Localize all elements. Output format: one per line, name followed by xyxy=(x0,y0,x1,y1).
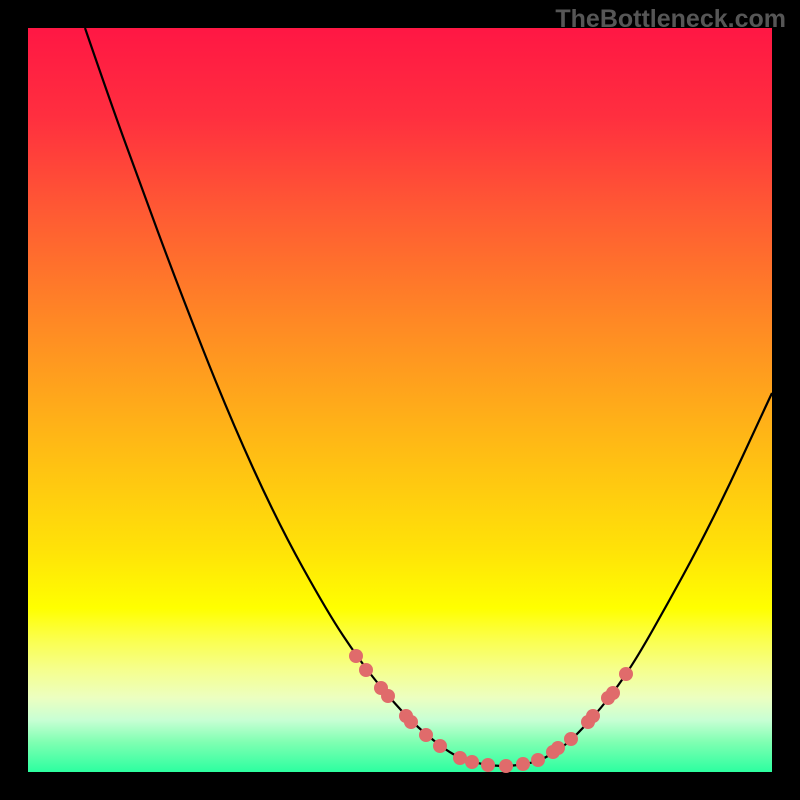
data-point xyxy=(531,753,545,767)
data-point xyxy=(606,686,620,700)
data-point xyxy=(381,689,395,703)
data-point xyxy=(349,649,363,663)
data-point xyxy=(481,758,495,772)
data-point xyxy=(551,741,565,755)
data-point xyxy=(453,751,467,765)
plot-area xyxy=(28,28,772,772)
data-point xyxy=(419,728,433,742)
chart-frame: TheBottleneck.com xyxy=(0,0,800,800)
data-point xyxy=(433,739,447,753)
watermark-text: TheBottleneck.com xyxy=(555,5,786,34)
data-point xyxy=(499,759,513,773)
data-point xyxy=(404,715,418,729)
data-point xyxy=(465,755,479,769)
data-point xyxy=(516,757,530,771)
data-point xyxy=(564,732,578,746)
data-point xyxy=(359,663,373,677)
curve-layer xyxy=(28,28,772,772)
data-point xyxy=(619,667,633,681)
data-point xyxy=(586,709,600,723)
bottleneck-curve xyxy=(85,28,772,766)
